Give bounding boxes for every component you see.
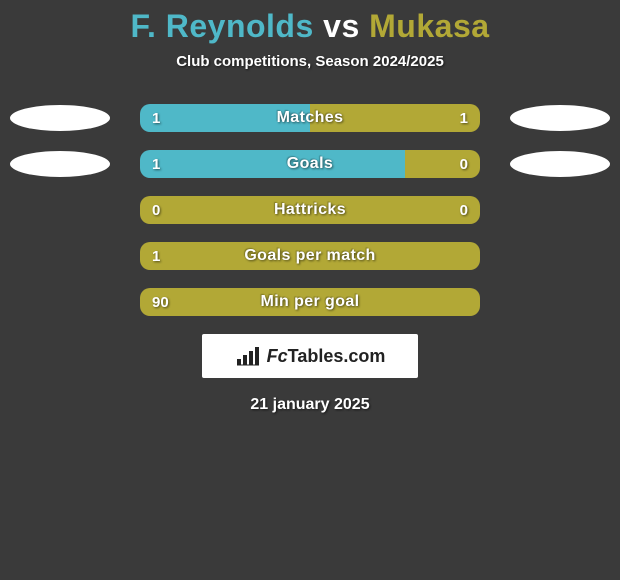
stat-label: Min per goal bbox=[140, 288, 480, 316]
stat-value-left: 1 bbox=[152, 150, 160, 178]
team-badge-left bbox=[10, 151, 110, 177]
page-title: F. Reynolds vs Mukasa bbox=[130, 8, 489, 45]
stat-value-right: 1 bbox=[460, 104, 468, 132]
team-badge-right bbox=[510, 151, 610, 177]
logo-text: FcTables.com bbox=[267, 346, 386, 367]
date-label: 21 january 2025 bbox=[250, 396, 369, 414]
logo-text-rest: Tables.com bbox=[288, 346, 386, 366]
stat-label: Goals bbox=[140, 150, 480, 178]
comparison-card: F. Reynolds vs Mukasa Club competitions,… bbox=[0, 0, 620, 414]
bar-chart-icon bbox=[235, 345, 261, 367]
stat-value-left: 1 bbox=[152, 242, 160, 270]
stat-row: Hattricks0 0 bbox=[0, 196, 620, 224]
team-badge-right bbox=[510, 105, 610, 131]
stat-label: Goals per match bbox=[140, 242, 480, 270]
logo-text-fc: Fc bbox=[267, 346, 288, 366]
stat-row: Goals1 0 bbox=[0, 150, 620, 178]
stat-label: Matches bbox=[140, 104, 480, 132]
vs-label: vs bbox=[323, 8, 360, 44]
stat-value-right: 0 bbox=[460, 196, 468, 224]
stat-value-left: 90 bbox=[152, 288, 169, 316]
stat-row: Min per goal90 bbox=[0, 288, 620, 316]
stat-value-left: 1 bbox=[152, 104, 160, 132]
stat-label: Hattricks bbox=[140, 196, 480, 224]
player2-name: Mukasa bbox=[369, 8, 489, 44]
team-badge-left bbox=[10, 105, 110, 131]
fctables-logo[interactable]: FcTables.com bbox=[202, 334, 418, 378]
stat-value-left: 0 bbox=[152, 196, 160, 224]
stat-bar: Min per goal90 bbox=[140, 288, 480, 316]
subtitle: Club competitions, Season 2024/2025 bbox=[176, 53, 444, 70]
stat-row: Matches1 1 bbox=[0, 104, 620, 132]
stat-rows: Matches11Goals10Hattricks00Goals per mat… bbox=[0, 104, 620, 316]
stat-bar: Goals1 0 bbox=[140, 150, 480, 178]
stat-bar: Hattricks0 0 bbox=[140, 196, 480, 224]
stat-bar: Matches1 1 bbox=[140, 104, 480, 132]
player1-name: F. Reynolds bbox=[130, 8, 313, 44]
stat-bar: Goals per match1 bbox=[140, 242, 480, 270]
stat-row: Goals per match1 bbox=[0, 242, 620, 270]
stat-value-right: 0 bbox=[460, 150, 468, 178]
